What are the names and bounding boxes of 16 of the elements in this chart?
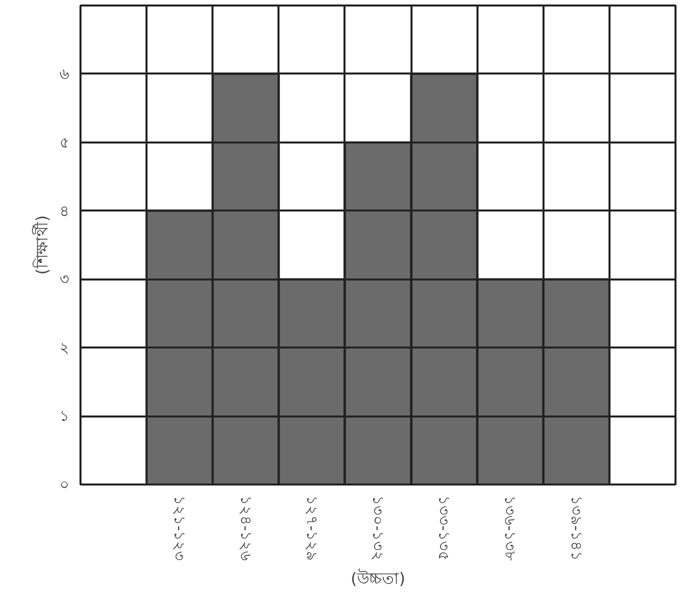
y-tick-label: ৪	[60, 202, 70, 220]
y-tick-label: ৩	[60, 270, 70, 288]
y-tick-label: ২	[60, 338, 70, 357]
y-tick-label: ১	[60, 407, 70, 426]
x-tick-label: ১৩০-১৩২	[369, 496, 387, 561]
y-tick-label: ৬	[60, 64, 70, 83]
y-axis-title: (শিক্ষার্থী)	[32, 215, 52, 275]
x-axis-title: (উচ্চতা)	[350, 568, 406, 588]
x-tick-label: ১৩৩-১৩৫	[435, 496, 454, 561]
x-tick-label: ১৩৬-১৩৮	[501, 496, 520, 561]
x-tick-label: ১৩৯-১৪১	[567, 496, 586, 561]
x-tick-label: ১২১-১২৩	[170, 496, 189, 561]
y-tick-label: ৫	[60, 133, 70, 152]
x-tick-label: ১২৪-১২৬	[236, 496, 255, 561]
x-tick-label: ১২৭-১২৯	[302, 496, 321, 561]
y-tick-label: ০	[60, 476, 70, 494]
